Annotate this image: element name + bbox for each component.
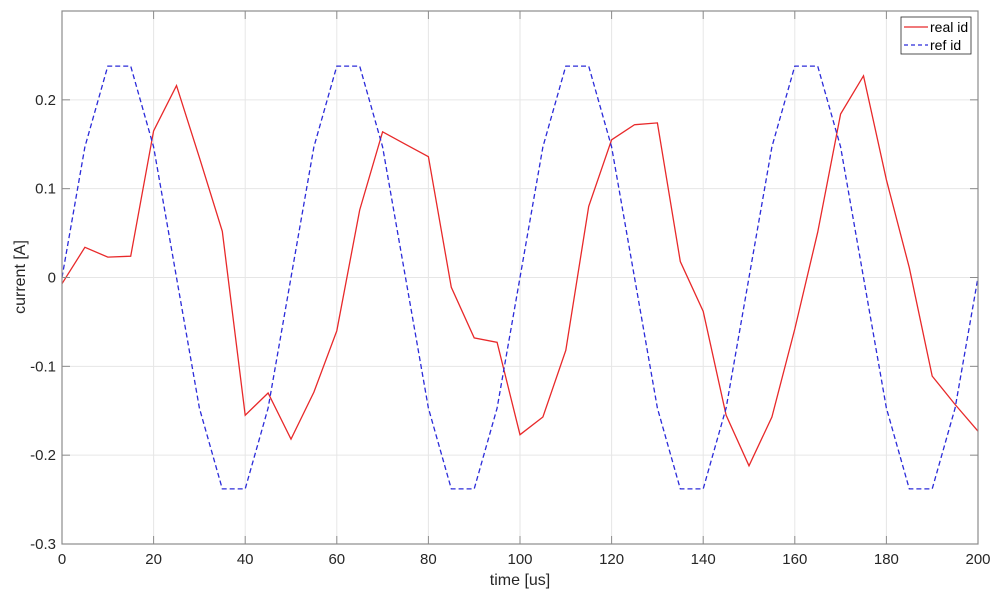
- x-tick-label: 60: [328, 551, 345, 568]
- x-tick-label: 160: [782, 551, 807, 568]
- x-tick-label: 80: [420, 551, 437, 568]
- x-tick-labels: 0 20 40 60 80 100 120 140 160 180 200: [58, 551, 991, 568]
- y-tick-label: 0: [48, 270, 56, 287]
- legend-box: [900, 16, 972, 55]
- series-lines: [61, 65, 979, 490]
- x-tick-label: 120: [599, 551, 624, 568]
- x-tick-label: 200: [965, 551, 990, 568]
- x-tick-label: 140: [691, 551, 716, 568]
- y-axis-label: current [A]: [12, 240, 29, 314]
- y-tick-labels: -0.3 -0.2 -0.1 0 0.1 0.2: [30, 92, 56, 553]
- x-tick-label: 40: [237, 551, 254, 568]
- legend-real-id-label: real id: [930, 19, 968, 35]
- x-tick-label: 20: [145, 551, 162, 568]
- legend: real id ref id: [900, 16, 972, 55]
- x-tick-label: 0: [58, 551, 66, 568]
- y-tick-label: -0.1: [30, 358, 56, 375]
- y-tick-label: 0.2: [35, 92, 56, 109]
- x-axis-label: time [us]: [490, 572, 550, 589]
- y-tick-label: 0.1: [35, 181, 56, 198]
- real-id-line: [61, 74, 979, 468]
- legend-ref-id-label: ref id: [930, 37, 961, 53]
- y-tick-label: -0.2: [30, 447, 56, 464]
- x-tick-label: 100: [507, 551, 532, 568]
- ref-id-line: [61, 65, 979, 490]
- x-tick-label: 180: [874, 551, 899, 568]
- y-tick-label: -0.3: [30, 536, 56, 553]
- axis-ticks: [61, 11, 979, 545]
